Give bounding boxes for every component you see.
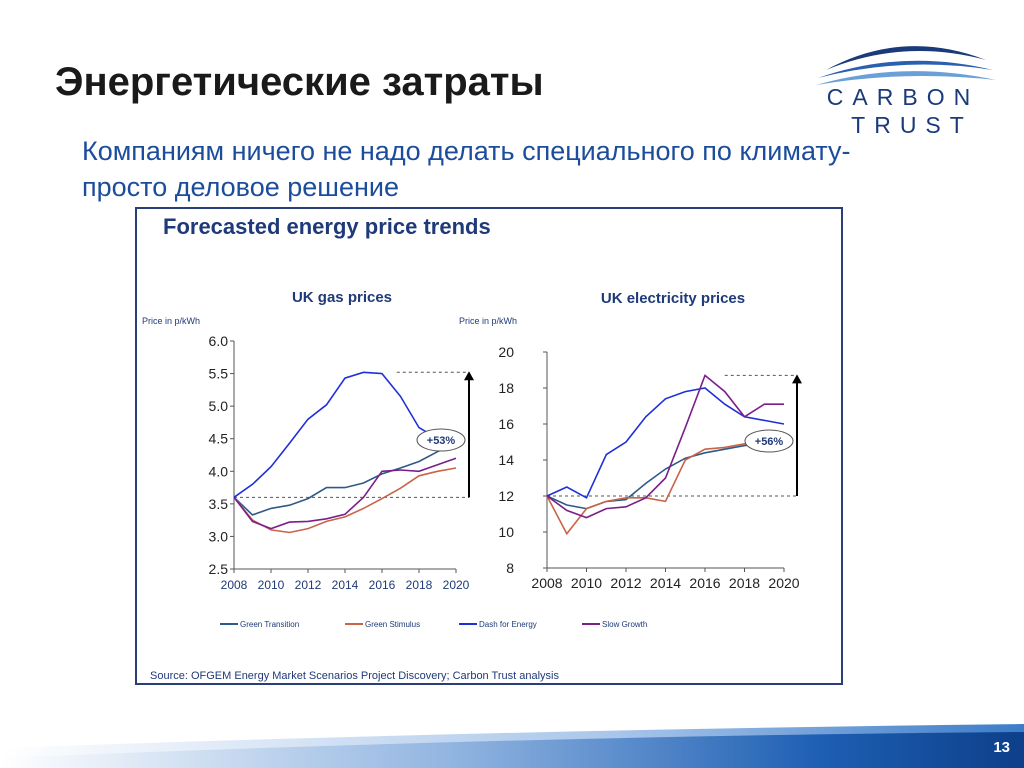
electricity-x-tick-label: 2010 [571, 575, 602, 591]
gas-series-green-stimulus [233, 467, 457, 534]
electricity-x-tick-label: 2016 [689, 575, 720, 591]
gas-series-green-transition [233, 443, 457, 516]
logo-arc-top-icon [826, 46, 986, 70]
electricity-x-tick-label: 2008 [531, 575, 562, 591]
electricity-y-tick-label: 12 [498, 488, 514, 504]
electricity-x-tick-label: 2014 [650, 575, 681, 591]
bottom-decoration-band [0, 724, 1024, 768]
gas-x-tick-label: 2008 [221, 578, 248, 592]
gas-y-tick-label: 3.5 [209, 496, 229, 512]
electricity-chart: UK electricity prices Price in p/kWh 8 10 12… [459, 290, 802, 591]
gas-x-tick-label: 2010 [258, 578, 285, 592]
gas-x-tick-label: 2012 [295, 578, 322, 592]
logo-line2: TRUST [851, 112, 973, 138]
gas-x-tick-label: 2020 [443, 578, 470, 592]
gas-y-tick-label: 2.5 [209, 561, 229, 577]
gas-chart: UK gas prices Price in p/kWh 2.5 3.0 3.5 4.0 4… [142, 289, 474, 592]
electricity-series-slow-growth [546, 374, 784, 519]
gas-x-tick-label: 2016 [369, 578, 396, 592]
figure-source: Source: OFGEM Energy Market Scenarios Pr… [150, 670, 559, 682]
gas-y-tick-label: 6.0 [209, 333, 229, 349]
electricity-y-tick-label: 8 [506, 560, 514, 576]
electricity-y-tick-label: 10 [498, 524, 514, 540]
electricity-y-tick-label: 18 [498, 380, 514, 396]
electricity-y-axis-label: Price in p/kWh [459, 316, 517, 326]
electricity-series-green-stimulus [546, 442, 785, 536]
gas-y-tick-label: 5.0 [209, 398, 229, 414]
gas-change-label: +53% [427, 435, 456, 447]
gas-chart-title: UK gas prices [292, 289, 392, 306]
legend-label-slow-growth: Slow Growth [602, 620, 647, 629]
electricity-y-tick-label: 16 [498, 416, 514, 432]
electricity-x-tick-label: 2018 [729, 575, 760, 591]
electricity-change-label: +56% [755, 436, 784, 448]
figure-title: Forecasted energy price trends [163, 214, 491, 239]
legend-label-dash-for-energy: Dash for Energy [479, 620, 537, 629]
carbon-trust-logo: CARBON TRUST [816, 46, 996, 138]
gas-arrow-head-icon [464, 371, 474, 381]
logo-arc-low-icon [816, 71, 996, 85]
gas-y-axis-label: Price in p/kWh [142, 316, 200, 326]
electricity-arrow-head-icon [792, 374, 802, 384]
gas-y-tick-label: 4.5 [209, 431, 229, 447]
electricity-x-tick-label: 2020 [768, 575, 799, 591]
electricity-chart-title: UK electricity prices [601, 290, 745, 307]
electricity-change-callout [744, 429, 794, 453]
legend: Green Transition Green Stimulus Dash for E… [220, 620, 647, 629]
logo-arc-mid-icon [818, 60, 993, 78]
gas-y-tick-label: 3.0 [209, 528, 229, 544]
figure-frame [135, 207, 843, 685]
gas-y-tick-label: 4.0 [209, 463, 229, 479]
legend-label-green-stimulus: Green Stimulus [365, 620, 420, 629]
gas-x-tick-label: 2014 [332, 578, 359, 592]
logo-line1: CARBON [827, 84, 979, 110]
electricity-y-tick-label: 14 [498, 452, 514, 468]
gas-series-slow-growth [233, 457, 457, 530]
electricity-series-green-transition [546, 441, 785, 510]
electricity-y-tick-label: 20 [498, 344, 514, 360]
page-number: 13 [993, 739, 1010, 756]
gas-series-dash-for-energy [233, 371, 457, 498]
gas-x-tick-label: 2018 [406, 578, 433, 592]
electricity-x-tick-label: 2012 [610, 575, 641, 591]
slide-subtitle: Компаниям ничего не надо делать специаль… [82, 136, 851, 202]
gas-y-tick-label: 5.5 [209, 366, 229, 382]
gas-change-callout [416, 428, 466, 452]
slide-title: Энергетические затраты [55, 60, 544, 104]
legend-label-green-transition: Green Transition [240, 620, 299, 629]
